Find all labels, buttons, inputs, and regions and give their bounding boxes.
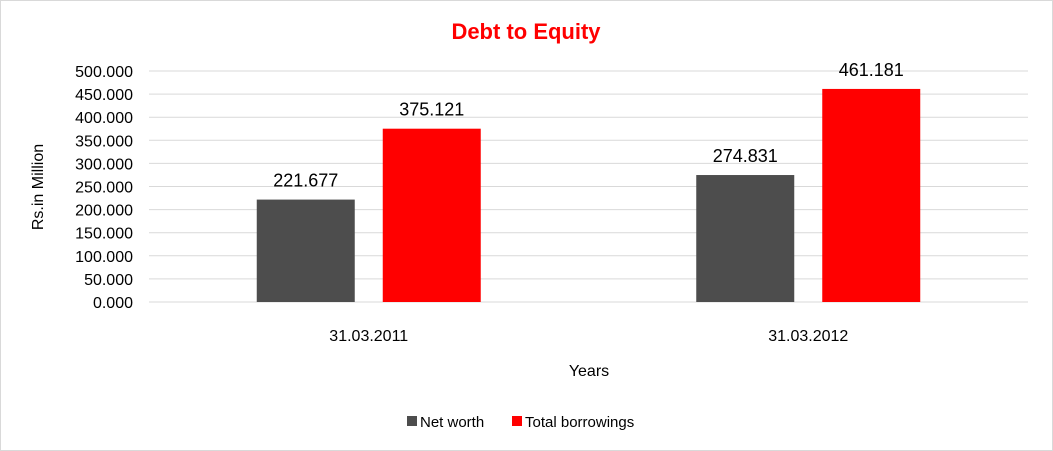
bars [256,88,921,302]
data-label: 221.677 [273,171,338,191]
y-tick-label: 400.000 [75,110,133,127]
legend: Net worth Total borrowings [407,414,634,431]
bar-total-borrowings [382,128,481,302]
legend-label: Net worth [420,414,484,431]
y-tick-label: 50.000 [84,272,133,289]
y-tick-label: 0.000 [93,295,133,312]
legend-label: Total borrowings [525,414,634,431]
y-tick-label: 150.000 [75,226,133,243]
data-label: 274.831 [713,146,778,166]
y-tick-label: 450.000 [75,87,133,104]
y-tick-label: 350.000 [75,133,133,150]
data-label: 461.181 [839,60,904,80]
x-tick-label: 31.03.2011 [329,328,408,345]
legend-swatch [512,416,522,426]
y-tick-label: 300.000 [75,156,133,173]
y-tick-label: 100.000 [75,249,133,266]
chart-title: Debt to Equity [451,19,601,44]
bar-net-worth [256,199,355,302]
legend-swatch [407,416,417,426]
y-axis-ticks: 0.000 50.000 100.000 150.000 200.000 250.000 3… [75,64,133,312]
y-axis-title: Rs.in Million [30,144,47,230]
bar-net-worth [696,175,795,302]
data-labels: 221.677 375.121 274.831 461.181 [273,60,904,191]
data-label: 375.121 [399,100,464,120]
bar-total-borrowings [822,88,921,302]
y-tick-label: 200.000 [75,203,133,220]
x-axis-title: Years [569,363,609,380]
y-tick-label: 250.000 [75,180,133,197]
x-axis-ticks: 31.03.2011 31.03.2012 [329,328,848,345]
y-tick-label: 500.000 [75,64,133,81]
x-tick-label: 31.03.2012 [768,328,848,345]
